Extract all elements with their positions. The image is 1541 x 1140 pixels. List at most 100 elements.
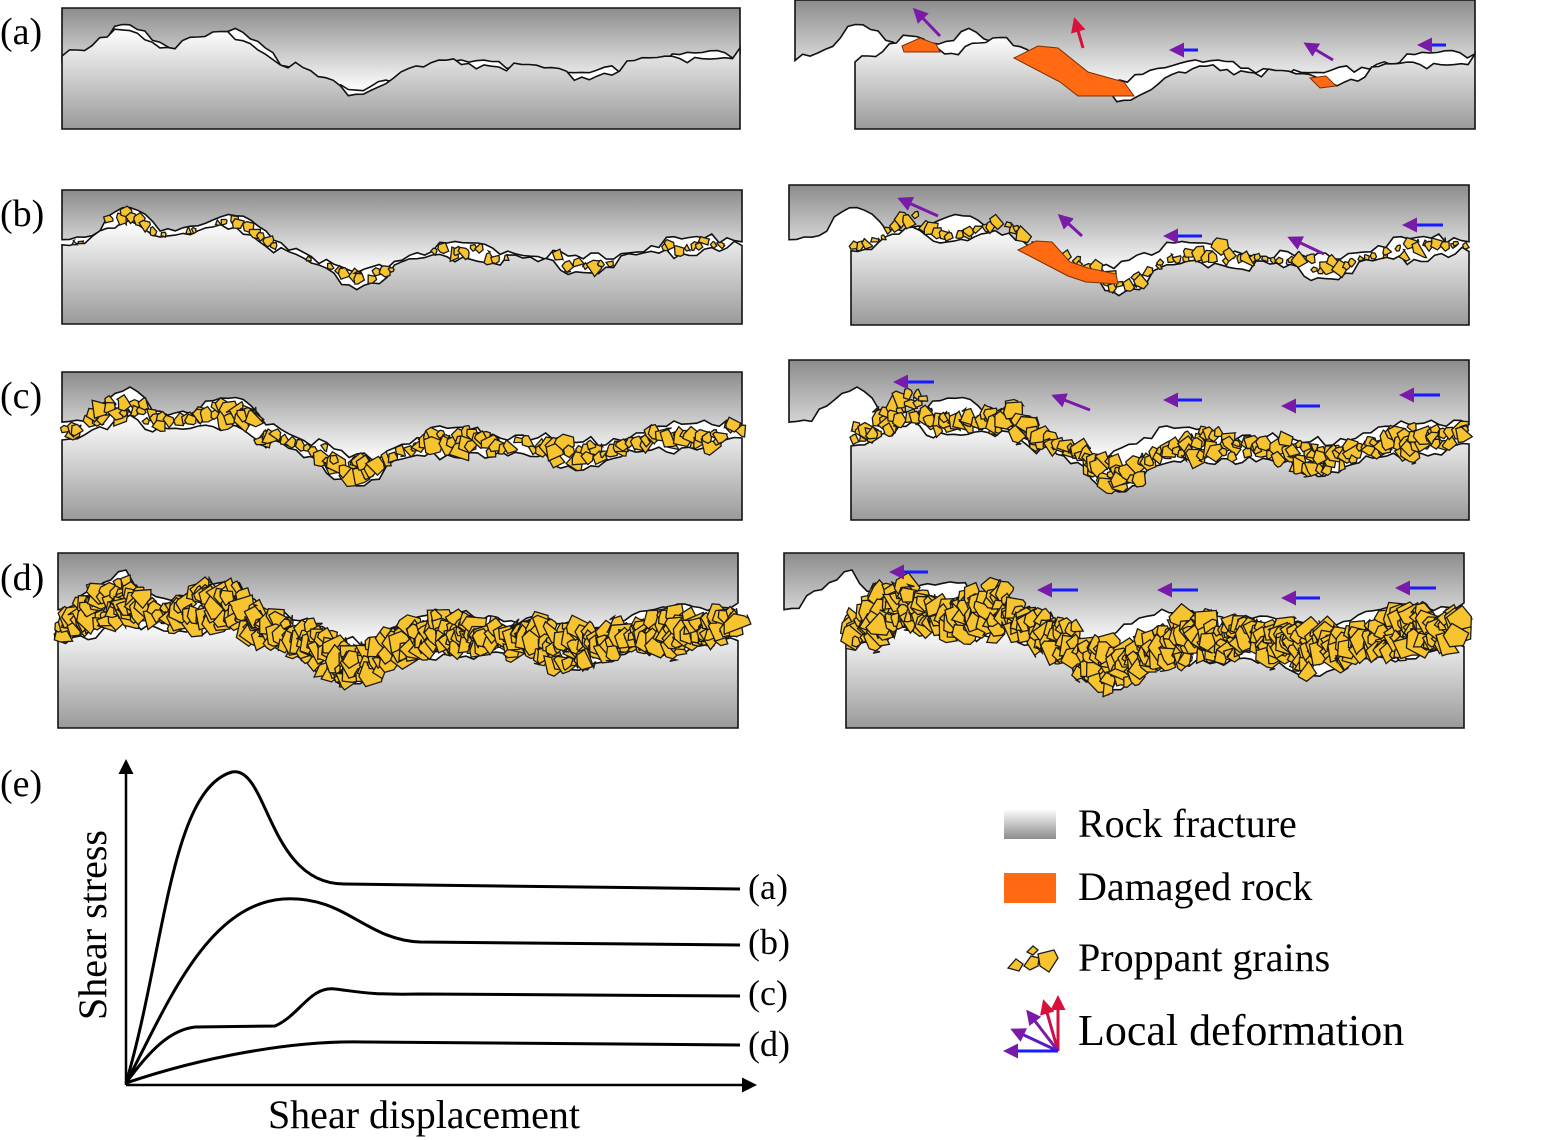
proppant-grain xyxy=(437,241,450,255)
proppant-grain xyxy=(1442,622,1470,648)
legend: Rock fracture Damaged rock Proppant grai… xyxy=(1003,801,1404,1059)
proppant-grain xyxy=(697,235,711,246)
proppant-grain xyxy=(880,234,888,241)
proppant-grain xyxy=(1297,660,1318,683)
proppant-grain xyxy=(284,435,297,449)
deformation-arrow xyxy=(1057,213,1084,238)
damaged-rock-patch xyxy=(901,37,941,53)
deformation-arrow xyxy=(1071,17,1086,49)
proppant-grain xyxy=(562,444,576,459)
proppant-grain xyxy=(1338,458,1347,473)
proppant-grain xyxy=(137,396,150,411)
proppant-grain xyxy=(869,236,882,243)
panel-label-e: (e) xyxy=(0,763,42,805)
proppant-grain xyxy=(1189,437,1203,450)
proppant-grain xyxy=(1305,253,1316,265)
proppant-grain xyxy=(1363,254,1370,261)
lower-rock-block xyxy=(61,28,741,130)
panel-label-a: (a) xyxy=(0,11,42,53)
initial-panel-0 xyxy=(61,7,741,130)
deformation-arrow xyxy=(1287,236,1325,256)
proppant-grain xyxy=(1217,447,1228,457)
proppant-grain xyxy=(865,611,893,636)
damaged-rock-patch xyxy=(1012,45,1135,97)
proppant-grain xyxy=(902,387,914,401)
proppant-grain xyxy=(387,451,399,464)
proppant-grain xyxy=(1348,453,1358,465)
proppant-grain xyxy=(586,439,597,451)
proppant-grain xyxy=(220,218,228,226)
proppant-grain xyxy=(711,431,729,445)
proppant-grain xyxy=(580,450,595,466)
proppant-grain xyxy=(734,424,747,438)
proppant-grain xyxy=(319,442,329,453)
proppant-grain xyxy=(986,611,1001,628)
proppant-grain xyxy=(989,213,1005,231)
proppant-grain xyxy=(1207,250,1219,264)
proppant-grain xyxy=(429,608,443,622)
proppant-grain xyxy=(503,253,510,261)
proppant-grain xyxy=(185,227,193,235)
proppant-grain xyxy=(71,238,79,246)
proppant-grain xyxy=(423,436,445,456)
curve-b xyxy=(124,897,741,1084)
proppant-grain xyxy=(596,259,606,268)
y-axis-label: Shear stress xyxy=(70,830,115,1020)
proppant-grain xyxy=(352,269,366,285)
proppant-grain xyxy=(725,416,742,433)
proppant-grain xyxy=(1239,250,1256,269)
proppant-grain xyxy=(1141,265,1154,278)
legend-rock-label: Rock fracture xyxy=(1078,801,1297,846)
proppant-grain xyxy=(938,411,949,424)
initial-panel-2 xyxy=(59,371,747,521)
rock-panels-left xyxy=(53,7,752,729)
proppant-grain xyxy=(716,241,726,250)
proppant-grain xyxy=(575,648,594,671)
proppant-grain xyxy=(378,265,391,278)
legend-deformation-label: Local deformation xyxy=(1078,1006,1404,1055)
proppant-grain xyxy=(1261,255,1269,263)
proppant-pack xyxy=(59,393,747,488)
proppant-grain xyxy=(190,226,197,235)
proppant-grain xyxy=(1195,448,1211,463)
proppant-grain xyxy=(1222,246,1239,263)
proppant-grain xyxy=(561,259,575,274)
proppant-grain xyxy=(932,424,944,439)
panel-label-d: (d) xyxy=(0,557,44,599)
proppant-grain xyxy=(244,409,265,428)
deformation-arrow xyxy=(1051,393,1091,412)
proppant-grain xyxy=(130,588,152,610)
proppant-grain xyxy=(112,577,123,590)
proppant-grain xyxy=(1088,454,1109,479)
proppant-grain xyxy=(910,210,920,220)
proppant-grain xyxy=(1107,282,1117,295)
proppant-grain xyxy=(709,240,718,250)
x-axis-label: Shear displacement xyxy=(268,1092,580,1137)
damaged-rock-patch xyxy=(1016,240,1119,285)
proppant-grain xyxy=(673,245,685,257)
proppant-grain xyxy=(329,454,339,465)
proppant-grain xyxy=(1171,254,1182,265)
proppant-grain xyxy=(1455,424,1474,444)
curve-d xyxy=(125,1040,741,1085)
proppant-grain xyxy=(1132,273,1150,290)
sheared-panel-2 xyxy=(788,359,1474,521)
proppant-grain xyxy=(326,262,335,271)
lower-rock-block xyxy=(854,34,1476,130)
proppant-grain xyxy=(160,231,167,239)
proppant-grain xyxy=(102,214,114,224)
proppant-grain xyxy=(902,213,917,230)
rock-panels-right xyxy=(783,0,1476,729)
proppant-grain xyxy=(214,218,223,226)
proppant-grain xyxy=(269,241,278,251)
upper-rock-block xyxy=(61,189,743,274)
curve-label-d: (d) xyxy=(748,1024,790,1064)
legend-damaged-swatch xyxy=(1004,873,1056,903)
proppant-grain xyxy=(861,237,874,250)
proppant-grain xyxy=(723,612,752,636)
proppant-grain xyxy=(1462,241,1471,250)
deformation-arrows xyxy=(889,7,1446,606)
proppant-grain xyxy=(958,406,976,426)
proppant-grain xyxy=(367,274,378,284)
proppant-grain xyxy=(694,241,704,252)
